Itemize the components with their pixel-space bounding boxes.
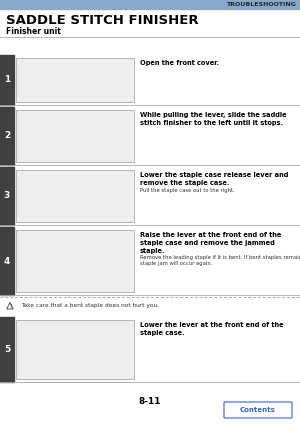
Text: Pull the staple case out to the right.: Pull the staple case out to the right. (140, 188, 235, 193)
Text: Lower the lever at the front end of the
staple case.: Lower the lever at the front end of the … (140, 322, 284, 336)
Text: SADDLE STITCH FINISHER: SADDLE STITCH FINISHER (6, 14, 199, 27)
Text: 5: 5 (4, 345, 10, 354)
Text: TROUBLESHOOTING: TROUBLESHOOTING (226, 2, 296, 6)
Text: Finisher unit: Finisher unit (6, 27, 61, 36)
Bar (0, 107, 14, 165)
Bar (0, 55, 14, 105)
Bar (0, 0, 300, 9)
Text: Open the front cover.: Open the front cover. (140, 60, 219, 66)
Bar (16, 58, 134, 102)
Text: Remove the leading staple if it is bent. If bent staples remain, a
staple jam wi: Remove the leading staple if it is bent.… (140, 254, 300, 266)
Text: Take care that a bent staple does not hurt you.: Take care that a bent staple does not hu… (21, 302, 159, 307)
Text: Lower the staple case release lever and
remove the staple case.: Lower the staple case release lever and … (140, 172, 288, 186)
Bar (0, 317, 14, 382)
Bar (16, 230, 134, 292)
Text: 8-11: 8-11 (139, 397, 161, 406)
Text: 2: 2 (4, 131, 10, 140)
Text: Raise the lever at the front end of the
staple case and remove the jammed
staple: Raise the lever at the front end of the … (140, 232, 281, 254)
FancyBboxPatch shape (224, 402, 292, 418)
Text: While pulling the lever, slide the saddle
stitch finisher to the left until it s: While pulling the lever, slide the saddl… (140, 112, 286, 126)
Text: 4: 4 (4, 257, 10, 265)
Text: !: ! (9, 304, 11, 309)
Polygon shape (7, 302, 13, 309)
Bar (16, 320, 134, 379)
Text: 1: 1 (4, 75, 10, 84)
Bar (0, 227, 14, 295)
Bar (16, 110, 134, 162)
Text: 3: 3 (4, 192, 10, 201)
Bar (16, 170, 134, 222)
Text: Contents: Contents (240, 407, 276, 413)
Bar (0, 167, 14, 225)
